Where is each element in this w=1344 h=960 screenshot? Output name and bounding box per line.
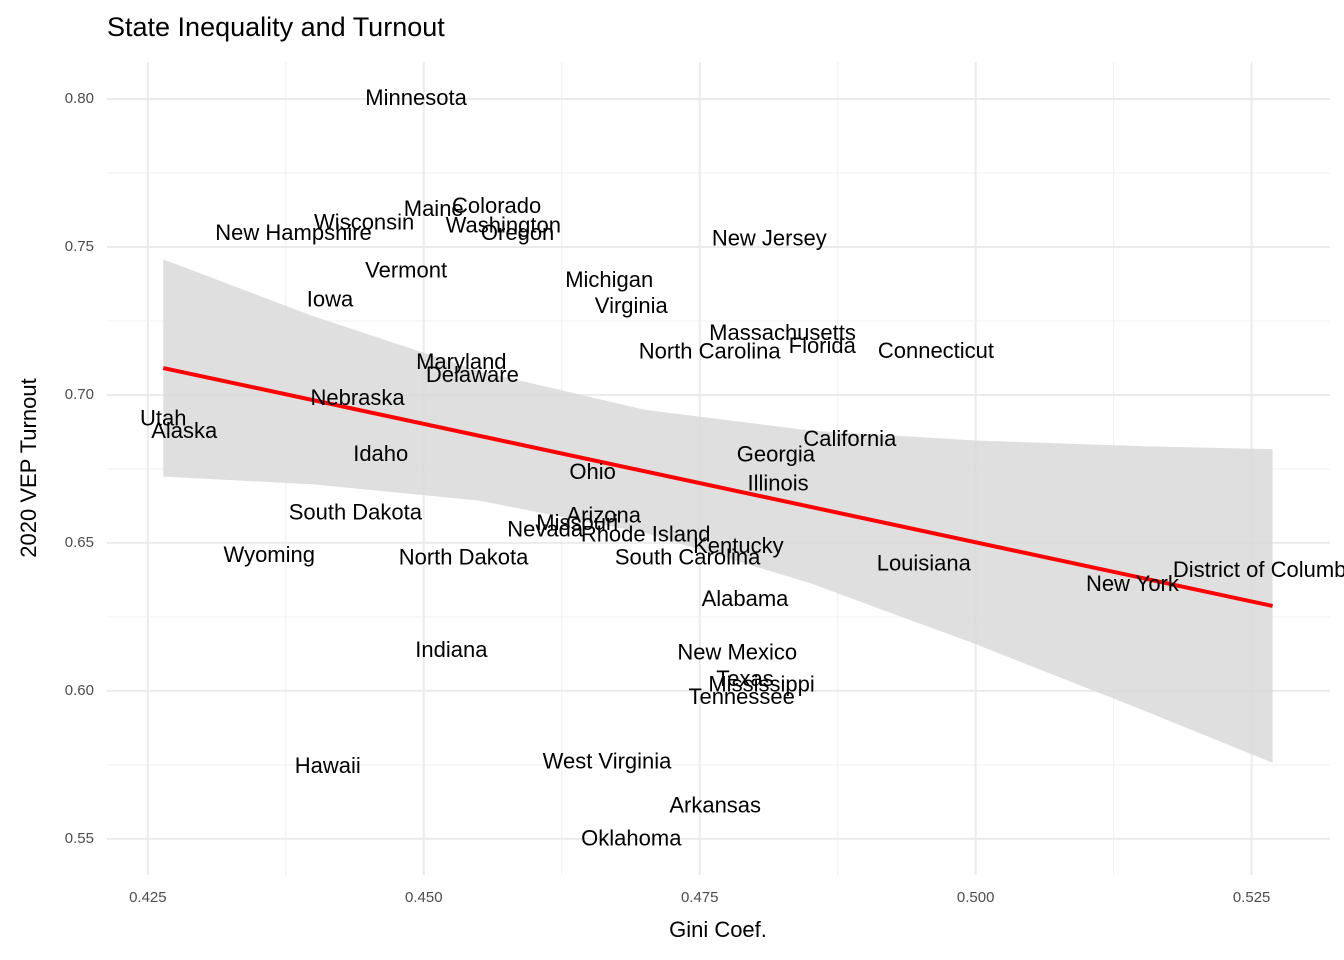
x-tick-label: 0.425 bbox=[129, 889, 167, 906]
state-label: West Virginia bbox=[543, 749, 673, 774]
state-label: Illinois bbox=[748, 471, 809, 496]
state-label: New Jersey bbox=[712, 226, 827, 251]
state-label: Florida bbox=[789, 333, 857, 358]
state-label: Maryland bbox=[416, 349, 506, 374]
state-label: Virginia bbox=[595, 293, 669, 318]
state-label: District of Columbia bbox=[1173, 557, 1344, 582]
x-tick-label: 0.475 bbox=[681, 889, 719, 906]
state-label: Alabama bbox=[702, 586, 790, 611]
chart-title: State Inequality and Turnout bbox=[107, 12, 445, 42]
state-label: Oklahoma bbox=[581, 826, 682, 851]
state-label: Louisiana bbox=[877, 551, 972, 576]
state-label: Missouri bbox=[536, 510, 618, 535]
state-label: Washington bbox=[446, 213, 561, 238]
state-label: Texas bbox=[716, 666, 773, 691]
state-label: Nevada bbox=[507, 517, 584, 542]
state-label: Michigan bbox=[565, 267, 653, 292]
state-label: Utah bbox=[140, 406, 186, 431]
y-tick-label: 0.75 bbox=[65, 238, 94, 255]
state-label: New Mexico bbox=[677, 640, 797, 665]
state-label: Idaho bbox=[353, 441, 408, 466]
x-tick-label: 0.525 bbox=[1233, 889, 1271, 906]
x-axis-title: Gini Coef. bbox=[669, 917, 767, 942]
x-tick-label: 0.500 bbox=[957, 889, 995, 906]
state-label: Hawaii bbox=[295, 753, 361, 778]
y-tick-label: 0.70 bbox=[65, 386, 94, 403]
y-axis-title: 2020 VEP Turnout bbox=[16, 378, 41, 557]
state-label: Vermont bbox=[365, 258, 447, 283]
state-label: Maine bbox=[404, 196, 464, 221]
y-tick-label: 0.65 bbox=[65, 534, 94, 551]
state-label: Arizona bbox=[566, 503, 641, 528]
state-label: South Dakota bbox=[289, 500, 423, 525]
state-label: New York bbox=[1086, 571, 1180, 596]
state-label: Connecticut bbox=[878, 338, 994, 363]
state-label: Massachusetts bbox=[709, 320, 856, 345]
state-label: Delaware bbox=[426, 362, 519, 387]
state-label: California bbox=[803, 426, 897, 451]
x-tick-label: 0.450 bbox=[405, 889, 443, 906]
state-label: Indiana bbox=[415, 637, 488, 662]
state-label: Ohio bbox=[569, 459, 615, 484]
state-label: Tennessee bbox=[688, 684, 794, 709]
state-label: Wyoming bbox=[224, 542, 316, 567]
state-label: Colorado bbox=[452, 193, 541, 218]
state-label: North Carolina bbox=[639, 339, 782, 364]
state-label: Kentucky bbox=[693, 533, 784, 558]
state-label: North Dakota bbox=[399, 545, 529, 570]
y-tick-label: 0.60 bbox=[65, 682, 94, 699]
confidence-band bbox=[163, 259, 1273, 763]
state-label: Minnesota bbox=[365, 85, 467, 110]
state-label: New Hampshire bbox=[215, 220, 372, 245]
state-label: South Carolina bbox=[615, 545, 761, 570]
state-label: Arkansas bbox=[669, 793, 761, 818]
y-tick-label: 0.80 bbox=[65, 90, 94, 107]
regression-line bbox=[162, 366, 1274, 608]
state-label: Nebraska bbox=[310, 385, 405, 410]
state-label: Alaska bbox=[151, 418, 218, 443]
y-tick-label: 0.55 bbox=[65, 830, 94, 847]
state-label: Oregon bbox=[481, 220, 554, 245]
state-label: Wisconsin bbox=[314, 210, 414, 235]
state-label: Georgia bbox=[737, 442, 816, 467]
state-label: Mississippi bbox=[708, 672, 814, 697]
state-label: Rhode Island bbox=[581, 522, 711, 547]
state-label: Iowa bbox=[307, 287, 354, 312]
